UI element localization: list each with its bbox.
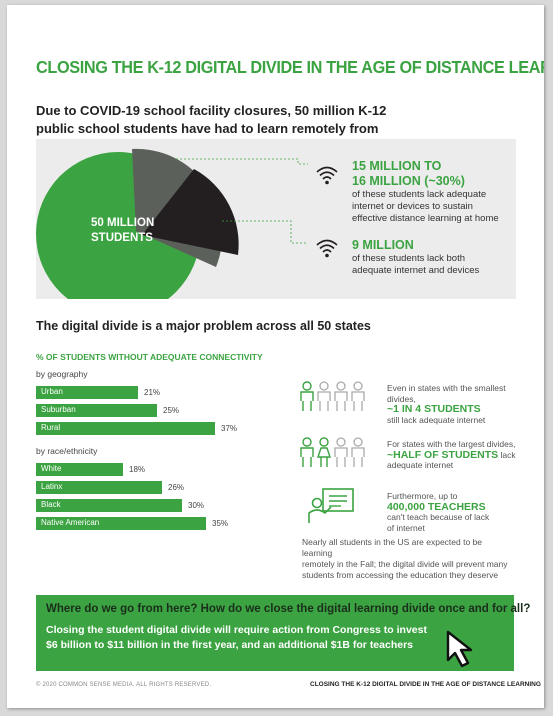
cta-body: Closing the student digital divide will …	[46, 623, 466, 653]
chart-category-label: Latinx	[41, 482, 63, 491]
stat-description: adequate internet and devices	[352, 265, 480, 276]
chart-value-label: 21%	[144, 388, 161, 397]
cta-question: Where do we go from here? How do we clos…	[46, 603, 531, 615]
fact-text: of internet	[387, 522, 425, 533]
footer-copyright: © 2020 COMMON SENSE MEDIA. ALL RIGHTS RE…	[36, 682, 212, 688]
chart-bar: White	[36, 463, 123, 476]
people-group-icon	[300, 437, 365, 467]
fact-text: adequate internet	[387, 460, 454, 470]
pie-center-label: 50 MILLION STUDENTS	[91, 216, 154, 246]
chart-group-label: by race/ethnicity	[36, 446, 98, 456]
people-group-icon	[300, 381, 365, 411]
fact-text: lack	[500, 449, 516, 460]
cta-body-line: Closing the student digital divide will …	[46, 624, 427, 636]
cursor-icon	[446, 630, 473, 668]
note-line: Nearly all students in the US are expect…	[302, 537, 483, 558]
chart-category-label: White	[41, 464, 62, 473]
chart-bar: Suburban	[36, 404, 157, 417]
chart-bar: Urban	[36, 386, 138, 399]
stat-headline: 15 MILLION TO	[352, 159, 442, 173]
chart-category-label: Rural	[41, 423, 61, 432]
chart-bar: Latinx	[36, 481, 162, 494]
pie-label-line-2: STUDENTS	[91, 232, 153, 244]
chart-bar: Black	[36, 499, 182, 512]
stat-description: effective distance learning at home	[352, 213, 499, 224]
call-to-action-box: Where do we go from here? How do we clos…	[36, 595, 530, 671]
nearly-all-note: Nearly all students in the US are expect…	[302, 537, 512, 581]
pie-label-line-1: 50 MILLION	[91, 217, 155, 229]
chart-bar: Native American	[36, 517, 206, 530]
wifi-icon	[316, 239, 338, 258]
chart-category-label: Suburban	[41, 405, 76, 414]
fact-text: can't teach because of lack	[387, 512, 490, 522]
stat-description: internet or devices to sustain	[352, 201, 473, 212]
footer-title: CLOSING THE K-12 DIGITAL DIVIDE IN THE A…	[310, 681, 544, 688]
note-line: students from accessing the education th…	[302, 570, 499, 580]
chart-value-label: 35%	[212, 519, 229, 528]
teacher-icon	[308, 488, 354, 523]
fact-text: Even in states with the smallest divides…	[387, 383, 506, 404]
chart-value-label: 37%	[221, 424, 238, 433]
stat-lack-either: 15 MILLION TO 16 MILLION (~30%) of these…	[352, 159, 517, 225]
wifi-icon	[316, 166, 338, 185]
chart-category-label: Urban	[41, 387, 63, 396]
chart-group-label: by geography	[36, 369, 88, 379]
footer-title-text: CLOSING THE K-12 DIGITAL DIVIDE IN THE A…	[310, 681, 541, 688]
pie-slice-lack-both	[142, 169, 239, 255]
intro-line-1: Due to COVID-19 school facility closures…	[36, 103, 387, 118]
page-title: CLOSING THE K-12 DIGITAL DIVIDE IN THE A…	[36, 57, 544, 77]
fact-text: For states with the largest divides,	[387, 439, 516, 449]
cta-body-line: $6 billion to $11 billion in the first y…	[46, 639, 414, 651]
fact-text: still lack adequate internet	[387, 414, 486, 425]
fact-highlight: 400,000 TEACHERS	[387, 500, 486, 513]
chart-value-label: 25%	[163, 406, 180, 415]
students-pie-chart	[36, 148, 308, 299]
stat-description: of these students lack adequate	[352, 189, 487, 200]
stat-headline: 9 MILLION	[352, 238, 414, 252]
fact-largest-divides: For states with the largest divides, ~HA…	[387, 439, 522, 471]
stat-headline: 16 MILLION (~30%)	[352, 174, 465, 188]
chart-title: % OF STUDENTS WITHOUT ADEQUATE CONNECTIV…	[36, 352, 263, 362]
fact-text: Furthermore, up to	[387, 491, 458, 501]
fact-smallest-divides: Even in states with the smallest divides…	[387, 383, 517, 425]
note-line: remotely in the Fall; the digital divide…	[302, 559, 508, 569]
chart-value-label: 30%	[188, 501, 205, 510]
fact-highlight: ~HALF OF STUDENTS	[387, 448, 499, 461]
chart-value-label: 18%	[129, 465, 146, 474]
chart-category-label: Black	[41, 500, 61, 509]
fact-teachers: Furthermore, up to 400,000 TEACHERS can'…	[387, 491, 517, 533]
fact-highlight: ~1 IN 4 STUDENTS	[387, 403, 481, 415]
section-subhead: The digital divide is a major problem ac…	[36, 319, 371, 333]
stat-description: of these students lack both	[352, 253, 466, 264]
chart-bar: Rural	[36, 422, 215, 435]
document-page: CLOSING THE K-12 DIGITAL DIVIDE IN THE A…	[7, 5, 544, 708]
chart-value-label: 26%	[168, 483, 185, 492]
stat-lack-both: 9 MILLION of these students lack both ad…	[352, 238, 517, 277]
students-pie-panel: 50 MILLION STUDENTS 15 MILLION TO 16 MIL…	[36, 139, 516, 299]
chart-category-label: Native American	[41, 518, 100, 527]
